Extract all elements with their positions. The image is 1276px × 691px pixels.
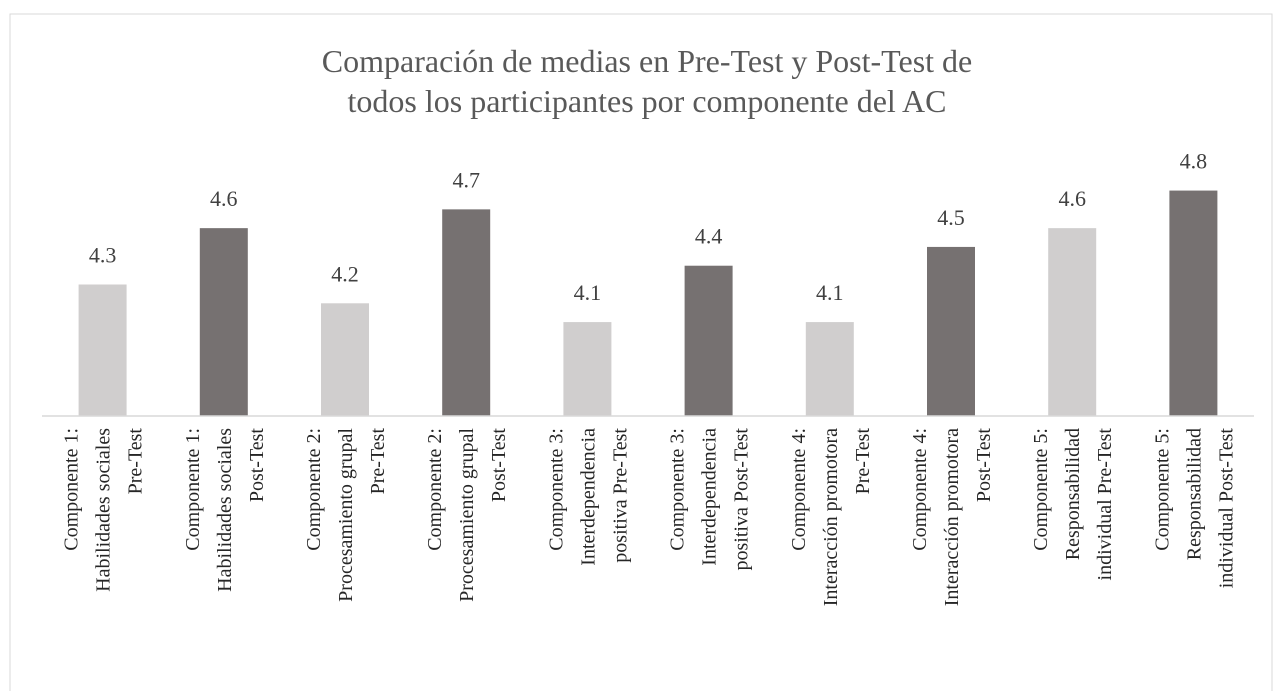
value-label: 4.6 [1058, 186, 1086, 211]
x-tick-label: individual Pre-Test [1094, 428, 1116, 581]
x-tick-label: Post-Test [246, 428, 268, 503]
x-tick-label: Componente 5: [1151, 428, 1173, 551]
value-label: 4.2 [331, 261, 359, 286]
x-tick-label: Componente 1: [182, 428, 204, 551]
x-tick-label: individual Post-Test [1215, 428, 1237, 589]
x-tick-label: Interacción promotora [820, 428, 842, 606]
x-tick-label: Componente 3: [667, 428, 689, 551]
x-tick-label: Componente 1: [61, 428, 83, 551]
x-tick-label: Habilidades sociales [214, 428, 236, 592]
bar [199, 228, 248, 416]
value-label: 4.7 [452, 167, 480, 192]
x-tick-label: Pre-Test [852, 428, 874, 495]
bar [321, 303, 369, 416]
x-tick-label: Interdependencia [577, 428, 599, 566]
x-tick-label: Interacción promotora [941, 428, 963, 606]
x-tick-label: positiva Pre-Test [609, 428, 631, 563]
x-tick-label: Responsabilidad [1183, 428, 1205, 560]
value-label: 4.4 [695, 224, 723, 249]
x-tick-label: Componente 2: [303, 428, 325, 551]
value-label: 4.1 [816, 280, 844, 305]
x-tick-label: Componente 3: [545, 428, 567, 551]
x-tick-label: Componente 5: [1030, 428, 1052, 551]
chart-title-line: todos los participantes por componente d… [348, 83, 947, 119]
x-tick-label: Habilidades sociales [93, 428, 115, 592]
x-tick-label: Responsabilidad [1062, 428, 1084, 560]
value-label: 4.5 [937, 205, 965, 230]
bar [442, 209, 491, 416]
bar [1048, 228, 1097, 416]
value-label: 4.1 [574, 280, 602, 305]
x-tick-label: Interdependencia [699, 428, 721, 566]
value-label: 4.3 [89, 243, 117, 268]
x-tick-label: Componente 4: [788, 428, 810, 551]
value-label: 4.6 [210, 186, 238, 211]
bar [563, 322, 612, 416]
x-tick-label: positiva Post-Test [731, 428, 753, 571]
x-tick-label: Pre-Test [125, 428, 147, 495]
x-tick-label: Procesamiento grupal [335, 428, 357, 602]
bar [805, 322, 854, 416]
x-tick-label: Post-Test [488, 428, 510, 503]
x-tick-label: Componente 2: [424, 428, 446, 551]
bar [1169, 190, 1218, 416]
x-tick-label: Post-Test [973, 428, 995, 503]
bar [927, 246, 975, 416]
x-tick-label: Procesamiento grupal [456, 428, 478, 602]
bar [684, 265, 733, 416]
x-tick-label: Pre-Test [367, 428, 389, 495]
chart-title-line: Comparación de medias en Pre-Test y Post… [322, 43, 972, 79]
bar [78, 284, 127, 416]
value-label: 4.8 [1180, 149, 1208, 174]
x-tick-label: Componente 4: [909, 428, 931, 551]
